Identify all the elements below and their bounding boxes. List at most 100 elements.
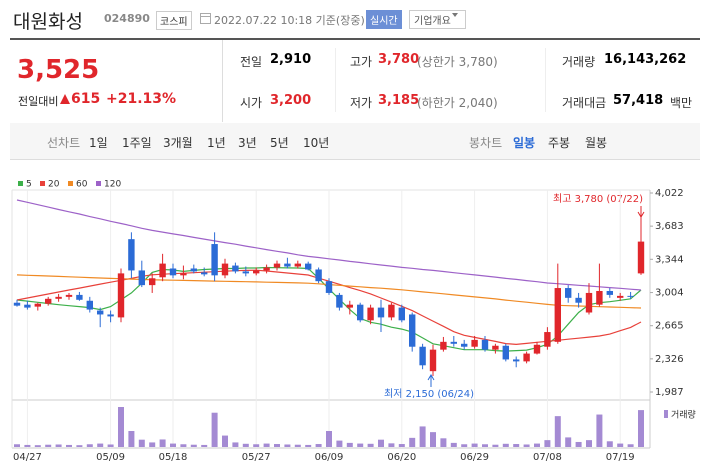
candle-body	[24, 304, 31, 308]
volume-bar	[149, 442, 156, 447]
candle-body	[242, 271, 249, 274]
candle-body	[315, 269, 322, 282]
timestamp: 2022.07.22 10:18 기준(장중)	[214, 14, 365, 27]
candle-body	[169, 268, 177, 276]
volume-bar	[97, 443, 104, 447]
volume-bar	[596, 414, 603, 447]
candle-body	[273, 263, 281, 268]
candle-body	[232, 265, 239, 272]
divider	[222, 40, 223, 122]
high-arrow	[637, 206, 645, 218]
volume-bar	[242, 443, 249, 447]
volume-bar	[24, 444, 31, 447]
volume-bar	[138, 439, 145, 447]
tab[interactable]: 3년	[238, 136, 257, 150]
legend-swatch	[18, 181, 23, 186]
volume-bar	[170, 443, 176, 447]
volume-bar	[211, 412, 218, 447]
tab[interactable]: 1년	[207, 136, 226, 150]
candle-body	[409, 314, 416, 347]
volume-bar	[34, 445, 41, 447]
volume-bar	[14, 444, 20, 447]
stat-value: 16,143,262	[604, 52, 687, 67]
candle-body	[606, 290, 613, 295]
low-arrow	[427, 374, 435, 387]
candle-body	[284, 263, 291, 267]
tab-group-label: 선차트	[47, 136, 81, 150]
volume-bar	[440, 438, 447, 447]
volume-bar	[55, 444, 62, 447]
tab-group-label: 봉차트	[469, 136, 503, 150]
candle-body	[617, 295, 624, 298]
tab[interactable]: 10년	[303, 136, 330, 150]
stat-note: (하한가 2,040)	[417, 96, 498, 110]
tab[interactable]: 주봉	[548, 136, 571, 150]
x-tick-label: 07/08	[533, 452, 562, 463]
change-rate: +21.13%	[106, 91, 177, 107]
candle-body	[55, 296, 62, 299]
overview-button[interactable]: 기업개요	[409, 10, 466, 29]
moving-average-line	[16, 199, 642, 291]
candle-body	[637, 241, 645, 274]
candle-body	[86, 300, 93, 310]
tab[interactable]: 월봉	[585, 136, 608, 150]
legend-label: 5	[26, 180, 32, 190]
tab[interactable]: 3개월	[163, 136, 193, 150]
candle-body	[398, 307, 405, 321]
y-tick-label: 1,987	[655, 387, 684, 398]
candle-body	[377, 307, 385, 318]
candle-body	[481, 339, 489, 350]
x-tick-label: 06/09	[315, 452, 344, 463]
candle-body	[117, 273, 125, 318]
tab[interactable]: 1일	[89, 136, 108, 150]
volume-bar	[232, 442, 239, 447]
x-tick-label: 06/29	[460, 452, 489, 463]
tab[interactable]: 1주일	[122, 136, 152, 150]
candle-body	[253, 270, 260, 274]
divider	[335, 48, 336, 112]
candle-body	[128, 239, 135, 271]
stat-label: 고가	[350, 55, 373, 69]
candle-body	[76, 294, 83, 300]
tab[interactable]: 5년	[270, 136, 289, 150]
realtime-badge[interactable]: 실시간	[366, 10, 402, 29]
candle-body	[336, 294, 343, 308]
x-tick-label: 04/27	[13, 452, 42, 463]
candle-body	[159, 263, 166, 278]
volume-bar	[159, 439, 166, 447]
stat-label: 저가	[350, 96, 373, 110]
low-annotation: 최저 2,150 (06/24)	[384, 388, 474, 400]
chart: 최고 3,780 (07/22) 최저 2,150 (06/24) 거래량 04…	[11, 180, 696, 463]
candle-body	[45, 298, 52, 304]
volume-bar	[544, 440, 551, 447]
stat-value: 2,910	[270, 52, 312, 67]
candle-body	[575, 297, 582, 303]
volume-bar	[492, 444, 499, 447]
volume-bar	[378, 439, 384, 447]
volume-bar	[554, 416, 561, 447]
up-triangle	[60, 94, 70, 104]
y-tick-label: 3,004	[655, 288, 684, 299]
volume-bar	[523, 444, 530, 447]
tab[interactable]: 일봉	[513, 136, 536, 150]
volume-bar	[409, 437, 416, 447]
x-tick-label: 06/20	[387, 452, 416, 463]
volume-bar	[575, 441, 582, 447]
candle-body	[565, 288, 572, 298]
volume-bar	[419, 426, 426, 447]
volume-bar	[627, 444, 634, 447]
volume-bar	[274, 444, 280, 447]
volume-bar	[76, 445, 83, 447]
volume-legend-swatch	[664, 410, 668, 418]
change-value: 615	[71, 91, 101, 107]
candle-body	[533, 344, 541, 354]
volume-bar	[107, 444, 114, 447]
candle-body	[201, 272, 208, 275]
candle-body	[263, 267, 270, 271]
candle-body	[65, 294, 73, 297]
stat-label: 거래량	[562, 55, 596, 69]
candle-body	[325, 281, 333, 293]
volume-bar	[118, 407, 124, 447]
volume-bar	[326, 431, 332, 447]
